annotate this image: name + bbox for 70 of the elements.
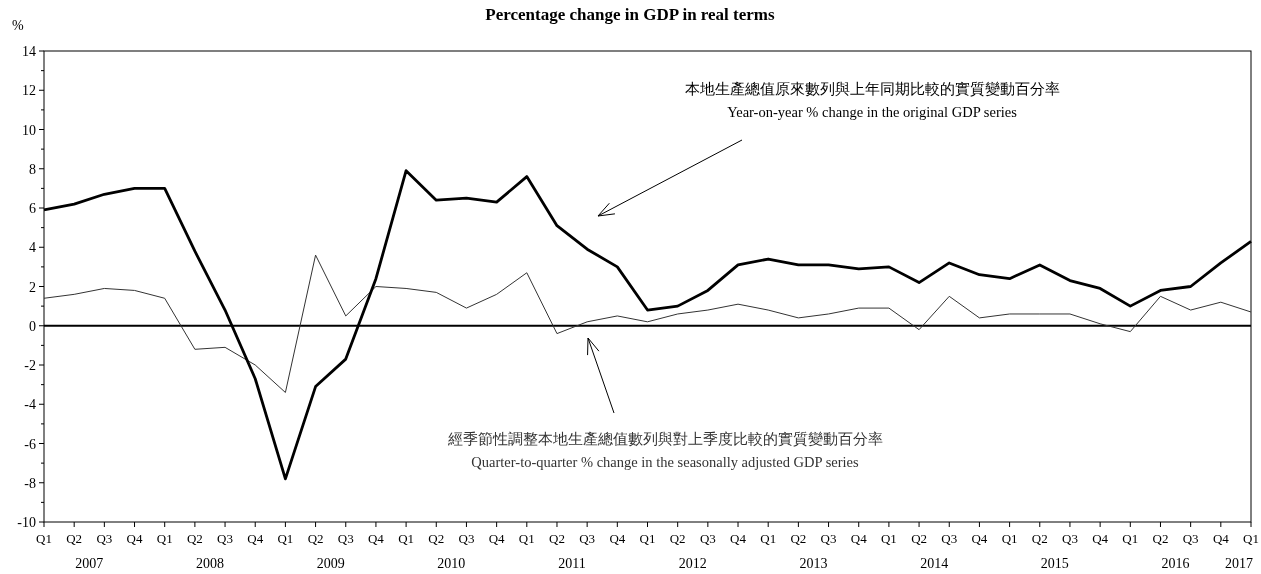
x-tick-label: Q2 <box>307 531 324 546</box>
y-tick-label: 0 <box>29 318 36 334</box>
x-tick-label: Q1 <box>398 531 415 546</box>
x-tick-label: Q3 <box>458 531 475 546</box>
x-tick-label: Q3 <box>820 531 837 546</box>
x-tick-label: Q1 <box>639 531 656 546</box>
x-tick-label: Q3 <box>941 531 958 546</box>
x-tick-label: Q1 <box>760 531 777 546</box>
y-tick-label: -6 <box>24 436 36 452</box>
text: 2016 <box>1161 556 1190 571</box>
y-axis-title: % <box>12 18 24 33</box>
x-tick-label: Q2 <box>1031 531 1048 546</box>
x-tick-label: Q4 <box>850 531 868 546</box>
x-tick-label: Q2 <box>1152 531 1169 546</box>
x-tick-label: Q2 <box>790 531 807 546</box>
x-tick-label: Q2 <box>66 531 83 546</box>
x-tick-label: Q3 <box>96 531 113 546</box>
x-tick-label: Q2 <box>428 531 445 546</box>
x-tick-label: Q4 <box>488 531 506 546</box>
x-tick-label: Q1 <box>156 531 173 546</box>
y-tick-label: -10 <box>17 515 36 530</box>
x-tick-label: Q1 <box>1001 531 1018 546</box>
x-tick-label: Q1 <box>36 531 52 546</box>
x-tick-label: Q1 <box>518 531 535 546</box>
text: 2009 <box>316 556 345 571</box>
y-tick-label: 10 <box>22 122 36 138</box>
text: 2007 <box>75 556 104 571</box>
y-tick-label: -8 <box>24 475 36 491</box>
text: 2011 <box>558 556 586 571</box>
x-tick-label: Q4 <box>126 531 143 546</box>
x-tick-label: Q4 <box>971 531 988 546</box>
x-tick-label: Q1 <box>277 531 294 546</box>
x-tick-label: Q4 <box>367 531 385 546</box>
x-tick-label: Q3 <box>337 531 354 546</box>
x-tick-label: Q3 <box>1062 531 1078 546</box>
line-series <box>43 254 1252 393</box>
y-tick-label: 4 <box>29 240 36 256</box>
x-tick-label: Q4 <box>247 531 264 546</box>
x-tick-label: Q4 <box>1092 531 1109 546</box>
x-tick-label: Q2 <box>549 531 565 546</box>
x-tick-label: Q1 <box>880 531 897 546</box>
y-tick-label: -2 <box>24 358 36 373</box>
x-tick-label: Q3 <box>1182 531 1199 546</box>
x-tick-label: Q3 <box>699 531 716 546</box>
y-tick-label: -4 <box>24 397 36 413</box>
text: 2013 <box>799 556 828 571</box>
y-tick-label: 2 <box>29 279 36 295</box>
text: 本地生產總值原來數列與上年同期比較的實質變動百分率 Year-on-year % change in the original GDP series <box>684 81 1060 120</box>
text: 2010 <box>437 556 466 571</box>
x-tick-label: Q1 <box>1122 531 1139 546</box>
y-tick-label: 8 <box>29 161 36 177</box>
chart-title: Percentage change in GDP in real terms <box>485 5 776 24</box>
x-tick-label: Q3 <box>217 531 233 546</box>
text: 2012 <box>678 556 707 571</box>
x-tick-label: Q2 <box>911 531 928 546</box>
y-tick-label: 12 <box>22 83 36 99</box>
x-tick-label: Q2 <box>186 531 203 546</box>
x-tick-label: Q4 <box>730 531 747 546</box>
text: 2014 <box>920 556 949 571</box>
y-tick-label: 14 <box>22 44 36 59</box>
text: 2008 <box>195 556 224 571</box>
x-tick-label: Q4 <box>609 531 626 546</box>
y-tick-label: 6 <box>29 201 36 216</box>
x-tick-label: Q1 <box>1243 531 1259 546</box>
x-tick-label: Q3 <box>579 531 596 546</box>
text: 2015 <box>1040 556 1069 571</box>
text: 經季節性調整本地生產總值數列與對上季度比較的實質變動百分率 Quarter-to-quarter % change in the seasonally adjusted GDP series <box>446 431 883 470</box>
x-tick-label: Q4 <box>1212 531 1230 546</box>
x-tick-label: Q2 <box>669 531 686 546</box>
text: 2017 <box>1225 556 1253 571</box>
